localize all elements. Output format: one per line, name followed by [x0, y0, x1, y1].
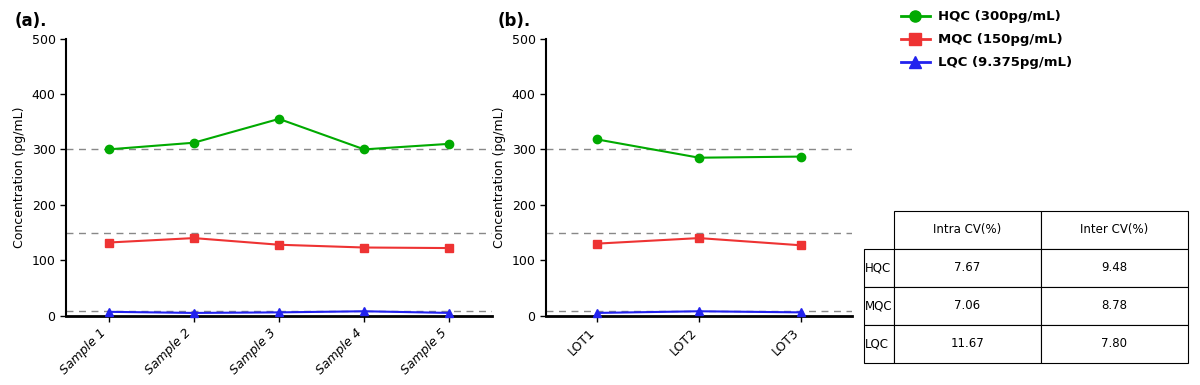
Y-axis label: Concentration (pg/mL): Concentration (pg/mL) — [493, 106, 506, 248]
Text: (a).: (a). — [14, 12, 47, 30]
Text: (b).: (b). — [498, 12, 532, 30]
Y-axis label: Concentration (pg/mL): Concentration (pg/mL) — [13, 106, 26, 248]
Legend: HQC (300pg/mL), MQC (150pg/mL), LQC (9.375pg/mL): HQC (300pg/mL), MQC (150pg/mL), LQC (9.3… — [900, 10, 1072, 69]
